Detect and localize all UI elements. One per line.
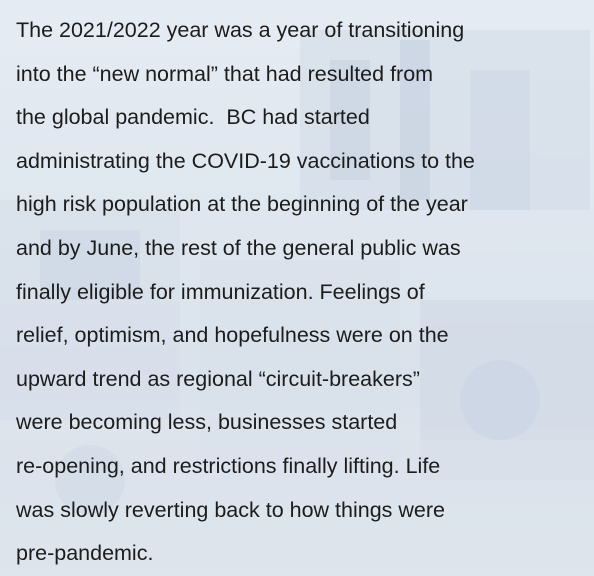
text-line: and by June, the rest of the general pub… xyxy=(16,227,594,271)
text-line: re-opening, and restrictions finally lif… xyxy=(16,445,594,489)
text-line: was slowly reverting back to how things … xyxy=(16,489,594,533)
text-line: into the “new normal” that had resulted … xyxy=(16,53,594,97)
text-line: were becoming less, businesses started xyxy=(16,401,594,445)
text-line: relief, optimism, and hopefulness were o… xyxy=(16,314,594,358)
text-line: The 2021/2022 year was a year of transit… xyxy=(16,9,594,53)
text-line: administrating the COVID-19 vaccinations… xyxy=(16,140,594,184)
page: The 2021/2022 year was a year of transit… xyxy=(0,0,594,576)
paragraph: The 2021/2022 year was a year of transit… xyxy=(16,9,594,576)
text-line: pre-pandemic. xyxy=(16,532,594,576)
text-line: the global pandemic. BC had started xyxy=(16,96,594,140)
text-line: finally eligible for immunization. Feeli… xyxy=(16,271,594,315)
text-line: high risk population at the beginning of… xyxy=(16,183,594,227)
text-line: upward trend as regional “circuit-breake… xyxy=(16,358,594,402)
